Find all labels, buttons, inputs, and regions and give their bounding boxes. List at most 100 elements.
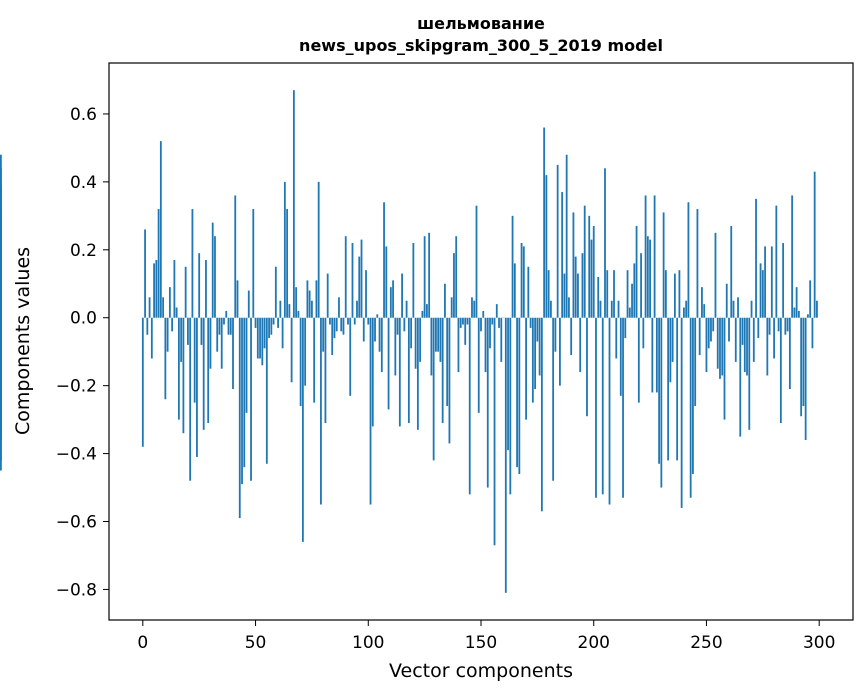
- bar-214: [624, 317, 627, 339]
- x-axis-ticks: 0 50 100 150 200 250 300: [137, 620, 835, 653]
- y-tick-label-2: −0.4: [56, 445, 97, 465]
- bar-67: [292, 90, 295, 318]
- bar-48: [250, 317, 252, 481]
- bar-192: [574, 256, 577, 318]
- bar-82: [326, 273, 329, 318]
- plot-frame: [108, 62, 854, 621]
- bar-23: [193, 317, 196, 403]
- bar-58: [272, 317, 275, 325]
- x-tick-label-100: 100: [352, 633, 384, 653]
- bar-144: [466, 317, 469, 325]
- bar-242: [687, 202, 690, 318]
- bar-153: [486, 317, 489, 488]
- bar-87: [338, 297, 340, 318]
- bar-146: [471, 297, 473, 318]
- bar-15: [175, 307, 178, 318]
- bar-231: [662, 212, 665, 318]
- y-tick-label-4: 0.0: [70, 309, 97, 329]
- bar-92: [349, 317, 352, 396]
- bar-240: [683, 307, 685, 318]
- bar-275: [761, 270, 764, 318]
- bar-241: [685, 300, 688, 318]
- bar-274: [759, 263, 762, 318]
- bar-19: [184, 266, 187, 318]
- bar-237: [676, 317, 679, 461]
- bar-25: [198, 253, 201, 318]
- bar-55: [265, 317, 268, 464]
- bar-35: [220, 317, 223, 369]
- bar-68: [295, 287, 298, 318]
- bar-11: [166, 317, 169, 352]
- bar-59: [274, 266, 277, 318]
- bar-165: [513, 263, 516, 318]
- bar-221: [640, 253, 642, 318]
- x-tick-label-150: 150: [465, 633, 497, 653]
- bar-249: [703, 304, 706, 318]
- bar-159: [500, 317, 503, 362]
- bar-180: [547, 270, 550, 318]
- bar-72: [304, 317, 307, 386]
- y-tick-label-0: −0.8: [56, 580, 97, 600]
- bar-169: [522, 246, 525, 318]
- bar-232: [664, 270, 667, 318]
- bar-293: [802, 317, 805, 407]
- bar-213: [622, 317, 624, 498]
- bar-106: [380, 317, 383, 373]
- x-tick-label-300: 300: [803, 633, 835, 653]
- bar-51: [256, 317, 259, 359]
- bar-123: [419, 317, 422, 362]
- x-tick-label-50: 50: [245, 633, 267, 653]
- bar-283: [779, 317, 782, 424]
- bar-234: [669, 317, 672, 383]
- bar-220: [637, 317, 640, 403]
- bar-133: [441, 317, 444, 424]
- bar-170: [525, 317, 527, 420]
- bar-3: [148, 297, 151, 318]
- bar-202: [597, 276, 600, 318]
- bar-102: [371, 317, 374, 427]
- bar-34: [218, 317, 221, 335]
- bar-56: [268, 317, 270, 339]
- bar-147: [473, 300, 476, 318]
- bar-120: [412, 243, 415, 318]
- bar-98: [362, 317, 365, 342]
- bar-294: [804, 317, 807, 440]
- bar-197: [586, 317, 588, 417]
- bar-247: [698, 317, 701, 356]
- bar-239: [680, 317, 683, 508]
- bar-243: [689, 317, 692, 498]
- bar-18: [182, 317, 185, 434]
- bar-62: [281, 317, 284, 349]
- bar-4: [150, 317, 153, 359]
- bar-266: [741, 317, 744, 345]
- bar-217: [631, 283, 633, 318]
- bar-96: [358, 256, 361, 318]
- bar-251: [707, 317, 710, 349]
- bar-156: [493, 317, 496, 546]
- bar-110: [389, 287, 392, 318]
- bar-161: [504, 317, 507, 593]
- bar-139: [455, 236, 458, 318]
- bar-246: [696, 209, 699, 318]
- bar-103: [374, 317, 376, 342]
- bar-236: [673, 273, 676, 318]
- bar-226: [651, 317, 654, 393]
- bar-260: [728, 317, 730, 342]
- bar-122: [416, 317, 419, 430]
- bar-9: [162, 297, 165, 318]
- y-axis-ticks: −0.8 −0.6 −0.4 −0.2 0.0 0.2 0.4 0.6: [56, 105, 109, 600]
- bar-204: [601, 317, 604, 495]
- bar-193: [577, 273, 579, 318]
- bar-5: [153, 263, 155, 318]
- bar-227: [653, 195, 656, 318]
- bar-268: [746, 317, 748, 376]
- bar-196: [583, 205, 586, 318]
- bar-45: [243, 317, 246, 468]
- bar-39: [229, 317, 232, 335]
- bar-111: [392, 280, 394, 318]
- bar-261: [730, 226, 733, 318]
- bar-178: [543, 127, 546, 318]
- bar-undefined: [0, 304, 2, 318]
